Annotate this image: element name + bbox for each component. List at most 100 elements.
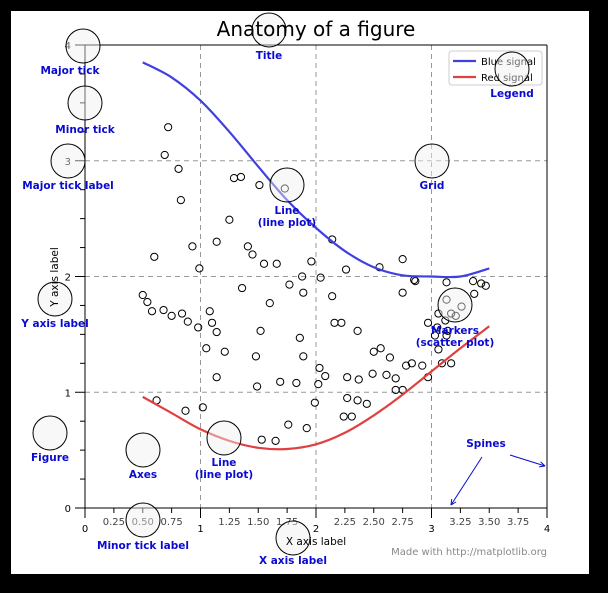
annotation-circle [37,281,73,317]
scatter-marker [183,317,192,326]
annotation-label: (line plot) [258,217,316,229]
x-minor-tick-label: 3.75 [507,517,529,528]
arrowhead-icon [538,461,546,468]
scatter-marker [376,344,385,353]
annotation-label: Grid [420,180,445,192]
annotation-circle [125,502,161,538]
scatter-marker [212,237,221,246]
scatter-marker [481,281,490,290]
scatter-marker [442,331,451,340]
scatter-marker [176,196,185,205]
x-minor-tick-label: 2.50 [363,517,385,528]
annotation-circle [494,51,530,87]
scatter-marker [177,309,187,318]
scatter-marker [368,369,377,378]
credit-text: Made with http://matplotlib.org [391,547,547,558]
scatter-marker [315,363,324,373]
annotation-label: (scatter plot) [416,337,495,349]
scatter-marker [243,242,252,251]
x-minor-tick-label: 2.75 [391,517,413,528]
scatter-marker [298,272,307,281]
scatter-marker [411,277,420,286]
scatter-marker [299,288,308,297]
legend-label: Red signal [481,73,533,84]
scatter-marker [259,259,269,268]
scatter-marker [272,259,281,268]
scatter-marker [160,150,169,160]
scatter-marker [382,370,391,379]
scatter-marker [353,326,362,336]
x-major-tick-label: 1 [197,524,203,535]
scatter-marker [150,252,159,261]
scatter-marker [321,371,330,381]
scatter-marker [407,359,416,368]
scatter-marker [385,353,395,362]
annotation-label: Spines [466,438,506,450]
scatter-marker [310,398,319,407]
annotation-circle [32,415,68,451]
y-major-tick-label: 3 [65,157,71,168]
annotation-label: Line [275,205,300,217]
y-major-tick-label: 0 [65,504,71,515]
scatter-marker [354,375,363,384]
scatter-marker [167,311,176,320]
y-major-tick-label: 2 [65,273,71,284]
scatter-marker [468,277,478,286]
annotation-circles [32,12,530,556]
scatter-marker [285,280,294,289]
scatter-marker [229,174,239,183]
x-minor-tick-label: 0.25 [103,517,125,528]
scatter-marker [443,326,452,336]
scatter-marker [194,323,203,332]
scatter-marker [457,302,466,311]
scatter-marker [256,326,265,336]
scatter-marker [280,184,289,193]
annotation-label: Y axis label [20,318,89,330]
scatter-marker [470,289,479,298]
annotation-label: Major tick [40,65,100,77]
scatter-marker [195,264,204,273]
x-minor-tick-label: 3.50 [478,517,500,528]
chart-title: Anatomy of a figure [217,17,416,41]
scatter-marker [236,172,246,182]
scatter-marker [343,393,352,403]
scatter-marker [174,164,183,173]
x-minor-tick-label: 0.75 [160,517,182,528]
x-major-tick-label: 0 [82,524,88,535]
y-major-tick-label: 1 [65,388,71,399]
scatter-marker [442,295,451,304]
x-minor-tick-label: 0.50 [132,517,154,528]
scatter-marker [362,399,371,408]
annotation-circle [206,420,242,456]
scatter-marker [343,373,352,382]
y-major-tick-label: 4 [65,41,71,52]
scatter-marker [237,283,247,293]
scatter-marker [159,305,168,315]
scatter-marker [401,361,411,370]
x-major-tick-label: 3 [428,524,434,535]
arrow-icon [450,456,483,506]
line-red-signal [142,325,490,451]
scatter-marker [138,290,147,300]
x-minor-tick-label: 1.50 [247,517,269,528]
x-minor-tick-label: 3.25 [449,517,471,528]
annotation-label: Legend [490,88,533,100]
x-major-tick-label: 2 [313,524,319,535]
line-series [142,61,490,451]
scatter-marker [339,412,348,421]
scatter-marker [255,180,264,190]
annotation-circle [275,520,311,556]
annotation-circle [414,143,450,179]
annotation-label: Major tick label [22,180,114,192]
annotation-label: Markers [431,325,479,337]
scatter-marker [423,318,433,327]
annotation-circle [269,167,305,203]
scatter-marker [225,215,234,224]
scatter-marker [188,242,197,251]
y-axis-label: Y axis label [49,247,61,308]
scatter-marker [477,279,486,288]
scatter-marker [330,318,339,327]
scatter-marker [295,333,304,342]
line-blue-signal [142,61,490,279]
x-major-tick-label: 4 [544,524,550,535]
